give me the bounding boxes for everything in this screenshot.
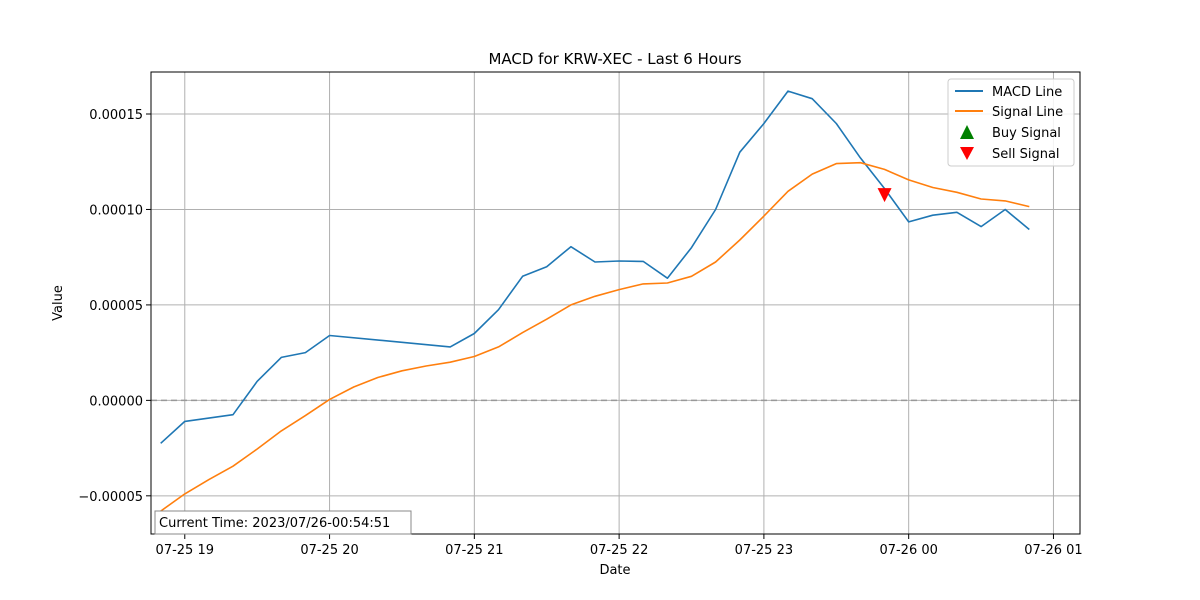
current-time-box: Current Time: 2023/07/26-00:54:51 — [154, 510, 412, 535]
legend-sell-label: Sell Signal — [992, 147, 1060, 162]
legend-buy-marker-icon — [960, 125, 974, 139]
y-tick-label: −0.00005 — [78, 490, 143, 505]
marker-layer — [877, 188, 892, 203]
x-tick-label: 07-26 00 — [879, 543, 937, 558]
legend-signal-label: Signal Line — [992, 105, 1063, 120]
x-tick-label: 07-25 22 — [590, 543, 648, 558]
y-axis-label: Value — [51, 285, 66, 321]
macd-line-series — [160, 90, 1030, 444]
y-tick-label: 0.00015 — [89, 108, 143, 123]
y-tick-label: 0.00010 — [89, 203, 143, 218]
y-axis-ticks: −0.00005 0.00000 0.00005 0.00010 0.00015 — [78, 108, 151, 505]
current-time-text: Current Time: 2023/07/26-00:54:51 — [159, 516, 390, 531]
sell-signal-marker — [877, 188, 892, 203]
x-tick-label: 07-25 19 — [156, 543, 214, 558]
legend-sell-marker-icon — [960, 147, 974, 160]
signal-line-series — [160, 161, 1030, 512]
y-tick-label: 0.00000 — [89, 394, 143, 409]
x-tick-label: 07-26 01 — [1024, 543, 1082, 558]
x-tick-label: 07-25 21 — [445, 543, 503, 558]
x-tick-label: 07-25 20 — [300, 543, 358, 558]
legend-frame — [947, 78, 1075, 167]
current-time-box-frame — [154, 510, 412, 535]
x-tick-label: 07-25 23 — [735, 543, 793, 558]
x-axis-ticks: 07-25 19 07-25 20 07-25 21 07-25 22 07-25 23… — [156, 534, 1083, 558]
series-layer — [160, 90, 1030, 512]
legend: MACD Line Signal Line Buy Signal Sell Si… — [947, 78, 1075, 167]
y-tick-label: 0.00005 — [89, 299, 143, 314]
plot-frame — [150, 71, 1081, 535]
legend-macd-label: MACD Line — [992, 85, 1062, 100]
chart-title: MACD for KRW-XEC - Last 6 Hours — [488, 50, 741, 68]
legend-buy-label: Buy Signal — [992, 126, 1061, 141]
x-axis-label: Date — [599, 563, 630, 578]
